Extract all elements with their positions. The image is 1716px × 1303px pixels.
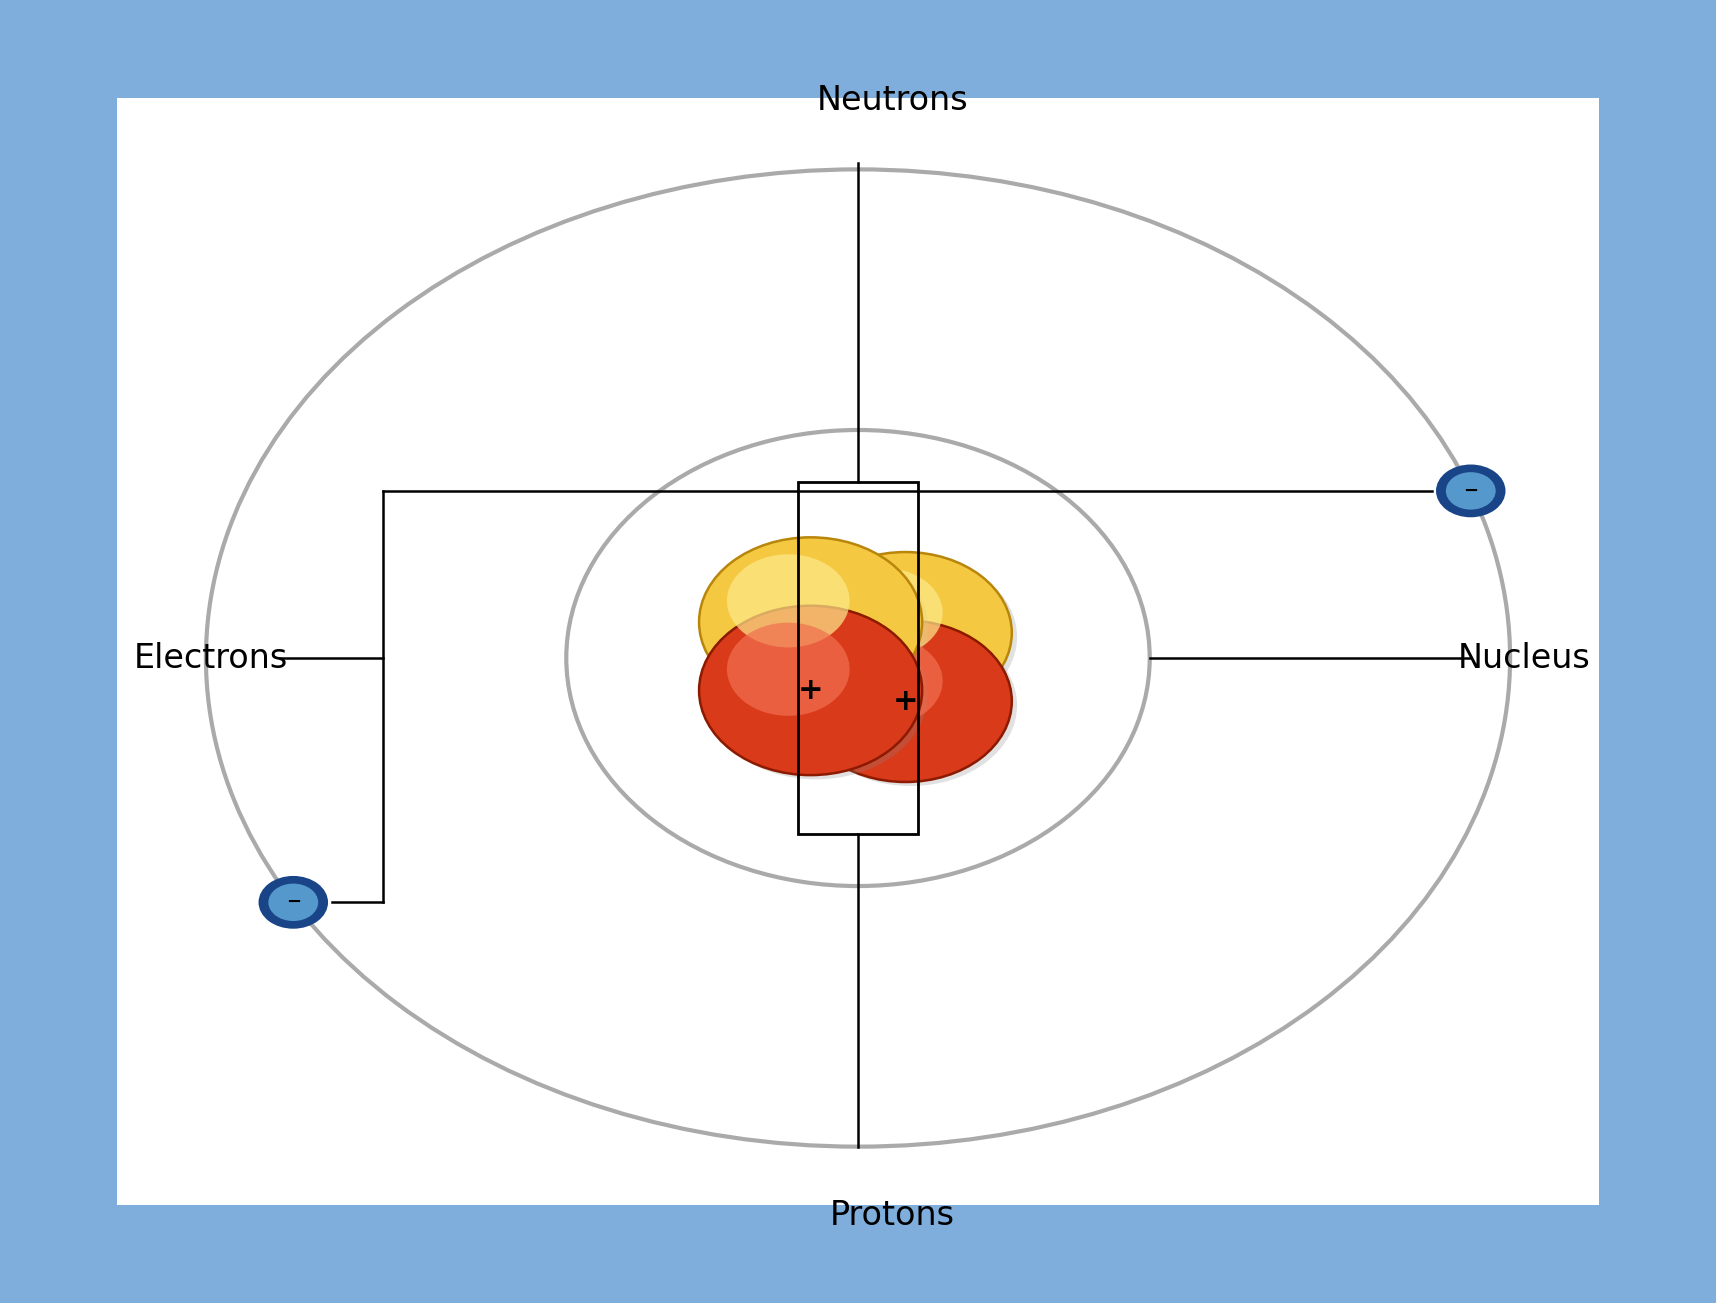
Circle shape [705,610,928,779]
Text: Neutrons: Neutrons [817,85,968,117]
Text: Nucleus: Nucleus [1459,641,1591,675]
Text: Protons: Protons [831,1199,954,1231]
Circle shape [698,606,921,775]
Circle shape [728,623,849,715]
Text: −: − [1464,482,1477,500]
Circle shape [825,568,942,657]
Circle shape [259,876,328,929]
Bar [798,482,918,834]
Circle shape [705,542,928,711]
Bar [117,98,1599,1205]
Circle shape [825,637,942,726]
Circle shape [728,554,849,648]
Circle shape [1445,472,1496,511]
Circle shape [800,620,1012,782]
Text: +: + [798,676,824,705]
Circle shape [698,537,921,706]
Circle shape [805,556,1018,718]
Circle shape [268,883,319,923]
Circle shape [1436,464,1505,517]
Circle shape [800,552,1012,714]
Text: Electrons: Electrons [134,641,288,675]
Text: −: − [287,894,300,911]
Circle shape [805,624,1018,786]
Text: +: + [892,687,918,715]
